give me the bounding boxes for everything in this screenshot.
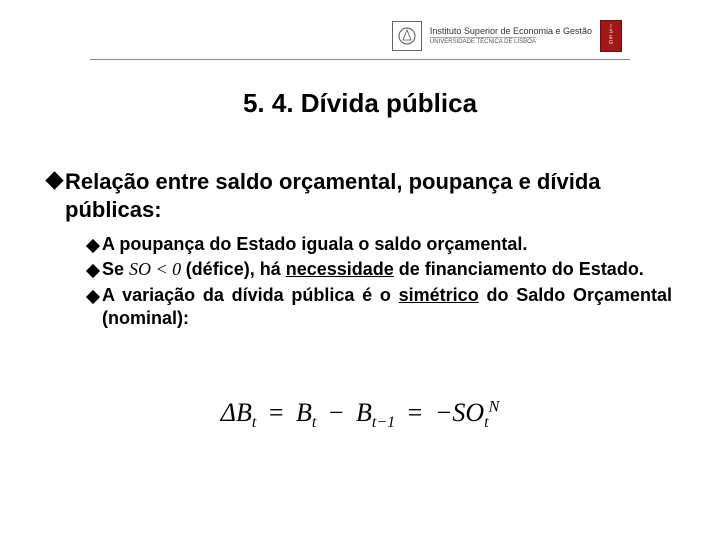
level2-item: A variação da dívida pública é o simétri… xyxy=(88,284,672,331)
level2-text: Se SO < 0 (défice), há necessidade de fi… xyxy=(102,258,644,281)
frag-cond: < 0 xyxy=(151,259,186,279)
institution-name: Instituto Superior de Economia e Gestão xyxy=(430,27,592,36)
slide: Instituto Superior de Economia e Gestão … xyxy=(0,0,720,540)
op-minus: − xyxy=(323,398,350,427)
sub-tm1: t−1 xyxy=(372,414,395,431)
institution-text: Instituto Superior de Economia e Gestão … xyxy=(430,27,592,45)
slide-title: 5. 4. Dívida pública xyxy=(0,88,720,119)
sup-n: N xyxy=(489,398,500,415)
level2-text: A variação da dívida pública é o simétri… xyxy=(102,284,672,331)
institution-subtitle: UNIVERSIDADE TÉCNICA DE LISBOA xyxy=(430,37,536,45)
level2-item: A poupança do Estado iguala o saldo orça… xyxy=(88,233,672,256)
level1-item: Relação entre saldo orçamental, poupança… xyxy=(48,168,672,223)
frag-so: SO xyxy=(129,259,151,279)
frag-underline: necessidade xyxy=(286,259,394,279)
formula: ΔBt = Bt − Bt−1 = −SOtN xyxy=(0,398,720,432)
sym-b: B xyxy=(296,398,312,427)
diamond-bullet-icon xyxy=(88,263,98,281)
frag: A variação da dívida pública é o xyxy=(102,285,399,305)
diamond-bullet-icon xyxy=(88,289,98,307)
sym-so: SO xyxy=(452,398,484,427)
op-eq: = xyxy=(263,398,290,427)
frag: Se xyxy=(102,259,129,279)
header-bar: Instituto Superior de Economia e Gestão … xyxy=(90,12,630,60)
frag-underline: simétrico xyxy=(399,285,479,305)
sym-b: B xyxy=(236,398,252,427)
diamond-bullet-icon xyxy=(48,174,61,192)
iseg-logo-icon: I S E G xyxy=(600,20,622,52)
sym-delta: Δ xyxy=(221,398,236,427)
level2-item: Se SO < 0 (défice), há necessidade de fi… xyxy=(88,258,672,281)
op-neg: − xyxy=(435,398,453,427)
op-eq: = xyxy=(402,398,429,427)
level2-group: A poupança do Estado iguala o saldo orça… xyxy=(88,233,672,331)
university-seal-icon xyxy=(392,21,422,51)
frag: (défice), há xyxy=(186,259,286,279)
sub-t: t xyxy=(312,414,316,431)
level1-text: Relação entre saldo orçamental, poupança… xyxy=(65,168,672,223)
iseg-letter: G xyxy=(609,41,613,47)
content-area: Relação entre saldo orçamental, poupança… xyxy=(48,168,672,333)
level2-text: A poupança do Estado iguala o saldo orça… xyxy=(102,233,527,256)
sub-t: t xyxy=(484,414,488,431)
sym-b: B xyxy=(356,398,372,427)
diamond-bullet-icon xyxy=(88,238,98,256)
frag: de financiamento do Estado. xyxy=(394,259,644,279)
sub-t: t xyxy=(252,414,256,431)
